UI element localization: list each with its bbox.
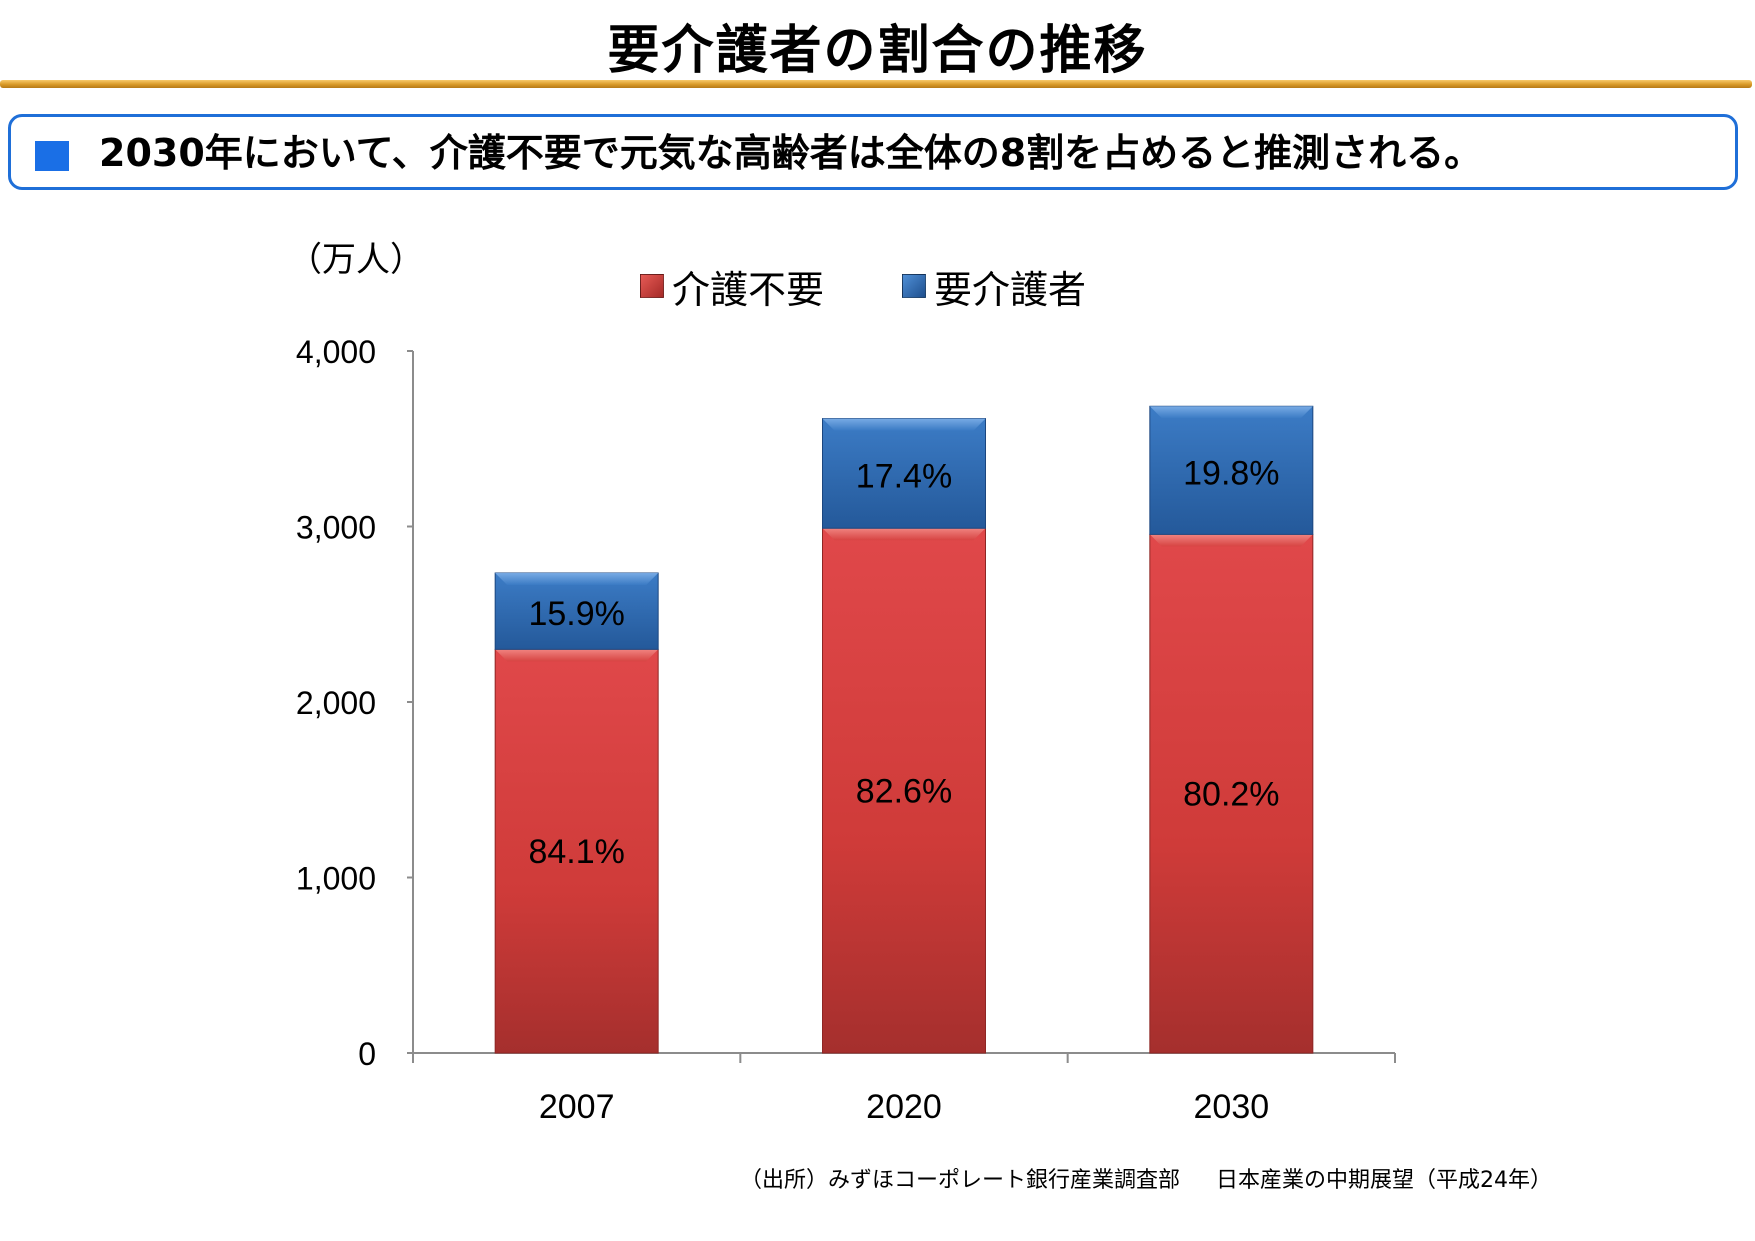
x-tick-label: 2007 [539,1088,615,1126]
chart-legend: 介護不要 要介護者 [640,262,1164,312]
source-note: （出所）みずほコーポレート銀行産業調査部 日本産業の中期展望（平成24年） [740,1162,1552,1194]
data-label: 80.2% [1183,776,1279,814]
page-title: 要介護者の割合の推移 [607,21,1148,81]
bar-bevel [1149,534,1313,547]
legend-label-no-care: 介護不要 [672,267,825,312]
banner-text: 2030年において、介護不要で元気な高齢者は全体の8割を占めると推測される。 [99,131,1483,175]
legend-swatch-blue [902,274,927,298]
legend-label-care-needed: 要介護者 [934,267,1087,312]
y-tick-label: 0 [358,1036,376,1072]
bar-no-care-2030 [1149,533,1314,1054]
data-label: 17.4% [856,457,952,495]
y-tick-label: 3,000 [296,510,376,546]
banner-square-icon [35,141,69,171]
source-publisher: （出所）みずほコーポレート銀行産業調査部 [740,1168,1181,1193]
bar-bevel [1149,406,1313,419]
data-label: 15.9% [528,595,624,633]
source-title: 日本産業の中期展望（平成24年） [1216,1168,1553,1193]
data-label: 82.6% [856,773,952,811]
summary-banner: 2030年において、介護不要で元気な高齢者は全体の8割を占めると推測される。 [8,114,1738,190]
x-tick-label: 2020 [866,1088,942,1126]
bar-bevel [495,573,659,586]
y-tick-label: 1,000 [296,861,376,897]
title-underline [0,80,1752,88]
y-axis-unit-label: （万人） [288,240,424,280]
data-label: 19.8% [1183,454,1279,492]
bar-care-needed-2030 [1149,405,1314,535]
bar-care-needed-2020 [822,418,986,529]
legend-item-care-needed: 要介護者 [902,259,1086,314]
bar-bevel [822,418,986,431]
bar-bevel [495,649,659,662]
bar-no-care-2020 [822,527,986,1054]
x-tick-label: 2030 [1194,1088,1270,1126]
legend-item-no-care: 介護不要 [640,259,824,314]
legend-swatch-red [640,274,664,298]
data-label: 84.1% [528,833,624,871]
bar-no-care-2007 [494,648,659,1054]
y-tick-label: 4,000 [296,334,376,370]
y-tick-label: 2,000 [296,685,376,721]
bar-bevel [822,528,986,541]
